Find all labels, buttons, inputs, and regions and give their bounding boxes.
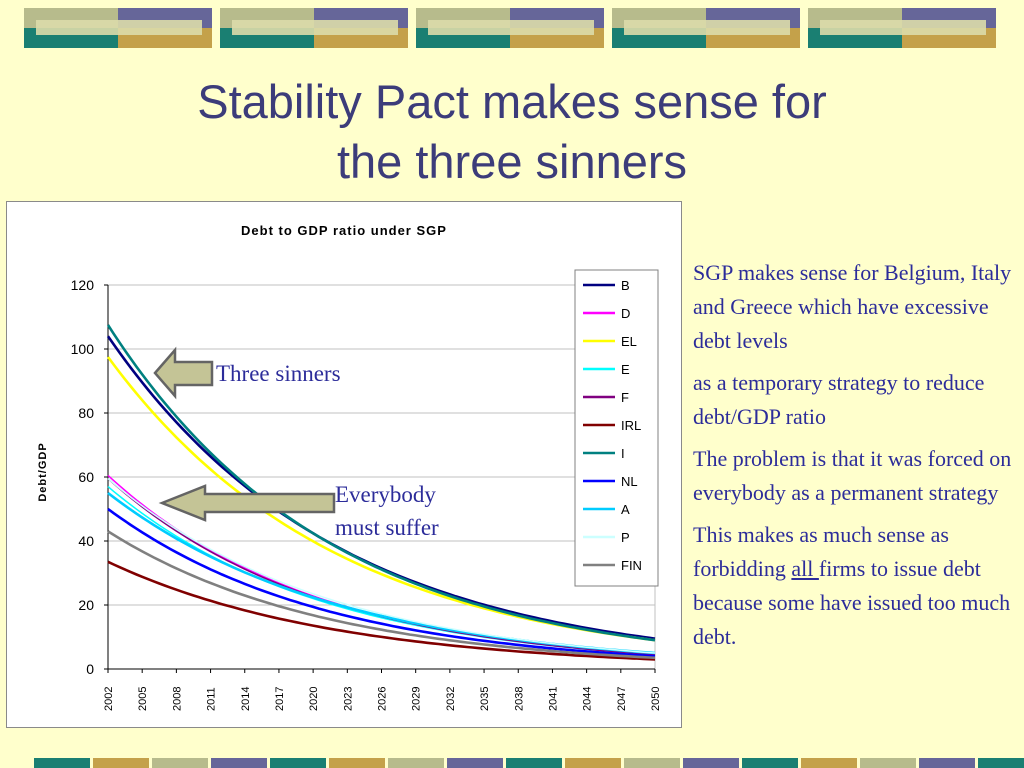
- deco-strip: [506, 758, 562, 768]
- deco-block: [24, 8, 212, 48]
- legend-label: B: [621, 278, 630, 293]
- paragraph-1: SGP makes sense for Belgium, Italy and G…: [693, 260, 1012, 353]
- deco-block: [220, 8, 408, 48]
- y-tick-label: 120: [71, 277, 95, 293]
- deco-strip: [447, 758, 503, 768]
- x-tick-label: 2008: [171, 687, 183, 711]
- x-tick-label: 2020: [308, 687, 320, 711]
- everybody-arrow: [158, 484, 336, 522]
- x-tick-label: 2023: [342, 687, 354, 711]
- x-tick-label: 2032: [445, 687, 457, 711]
- y-tick-label: 0: [86, 661, 94, 677]
- chart-panel: Debt to GDP ratio under SGP 0 20 40 60 80 100…: [6, 201, 682, 728]
- y-tick-label: 80: [78, 405, 94, 421]
- deco-strip: [919, 758, 975, 768]
- x-tick-label: 2005: [137, 687, 149, 711]
- y-tick-label: 20: [78, 597, 94, 613]
- three-sinners-label: Three sinners: [216, 361, 341, 386]
- page-title: Stability Pact makes sense for the three…: [0, 72, 1024, 192]
- y-tick-label: 60: [78, 469, 94, 485]
- legend-box: [574, 269, 659, 587]
- paragraph-2: as a temporary strategy to reduce debt/G…: [693, 370, 985, 429]
- deco-strip: [978, 758, 1024, 768]
- paragraph-3: The problem is that it was forced on eve…: [693, 446, 1012, 505]
- series-line-nl: [107, 507, 656, 658]
- legend-label: IRL: [621, 418, 641, 433]
- legend-label: E: [621, 362, 630, 377]
- chart-title: Debt to GDP ratio under SGP: [241, 223, 447, 238]
- everybody-label-line-1: Everybody: [335, 482, 436, 507]
- deco-block: [808, 8, 996, 48]
- x-tick-label: 2026: [377, 687, 389, 711]
- everybody-label: Everybody must suffer: [335, 478, 439, 544]
- debt-gdp-chart: Debt to GDP ratio under SGP 0 20 40 60 80 100…: [37, 223, 662, 711]
- x-tick-label: 2035: [479, 687, 491, 711]
- deco-strip: [270, 758, 326, 768]
- x-tick-label: 2002: [103, 687, 115, 711]
- x-tick-label: 2011: [206, 687, 218, 711]
- x-tick-label: 2041: [547, 687, 559, 711]
- legend-label: FIN: [621, 558, 642, 573]
- deco-strip: [93, 758, 149, 768]
- deco-strip: [329, 758, 385, 768]
- bottom-decoration: [34, 758, 1024, 768]
- series-line-irl: [107, 560, 656, 661]
- legend-label: D: [621, 306, 630, 321]
- legend-label: A: [621, 502, 630, 517]
- deco-block: [612, 8, 800, 48]
- x-tick-label: 2047: [616, 687, 628, 711]
- y-tick-label: 40: [78, 533, 94, 549]
- x-tick-label: 2038: [513, 687, 525, 711]
- deco-strip: [624, 758, 680, 768]
- x-tick-label: 2029: [411, 687, 423, 711]
- x-tick-label: 2014: [240, 687, 252, 711]
- series-line-fin: [107, 530, 656, 660]
- legend-label: EL: [621, 334, 637, 349]
- paragraph-4-end: firms to issue debt because some have is…: [693, 556, 1011, 649]
- legend-label: I: [621, 446, 625, 461]
- deco-strip: [801, 758, 857, 768]
- deco-strip: [388, 758, 444, 768]
- underlined-all: all: [791, 556, 819, 581]
- three-sinners-arrow: [153, 346, 214, 400]
- x-tick-label: 2050: [650, 687, 662, 711]
- top-decoration: [24, 8, 996, 48]
- legend-label: F: [621, 390, 629, 405]
- deco-strip: [34, 758, 90, 768]
- series-line-i: [106, 324, 656, 642]
- deco-strip: [565, 758, 621, 768]
- paragraph-4-start: This makes as much sense as forbidding: [693, 522, 949, 581]
- title-line-1: Stability Pact makes sense for: [197, 75, 827, 128]
- legend-label: NL: [621, 474, 638, 489]
- deco-strip: [683, 758, 739, 768]
- title-line-2: the three sinners: [336, 135, 688, 188]
- deco-strip: [742, 758, 798, 768]
- x-tick-label: 2017: [274, 687, 286, 711]
- deco-strip: [152, 758, 208, 768]
- series-line-p: [107, 478, 656, 654]
- x-tick-label: 2044: [582, 687, 594, 711]
- everybody-label-line-2: must suffer: [335, 515, 439, 540]
- y-axis-label: Debt/GDP: [37, 442, 49, 501]
- deco-strip: [211, 758, 267, 768]
- paragraph-4: This makes as much sense as forbidding a…: [693, 518, 1013, 654]
- legend-label: P: [621, 530, 630, 545]
- y-tick-label: 100: [71, 341, 95, 357]
- deco-block: [416, 8, 604, 48]
- deco-strip: [860, 758, 916, 768]
- explanation-text: SGP makes sense for Belgium, Italy and G…: [693, 256, 1013, 662]
